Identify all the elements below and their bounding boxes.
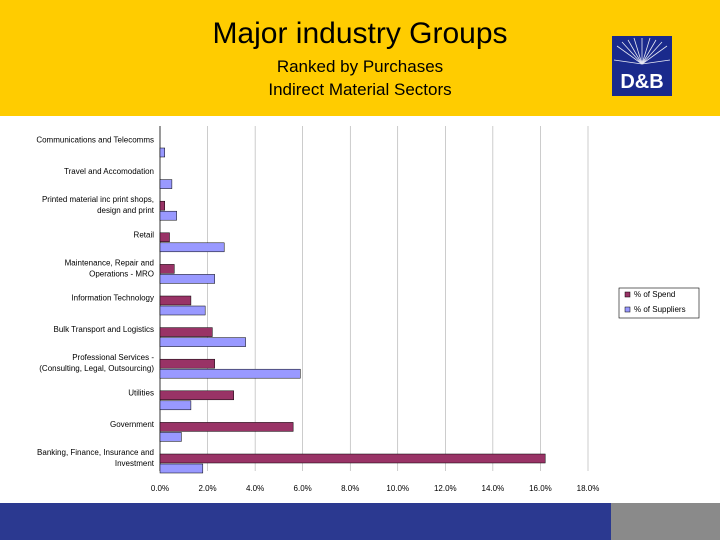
x-tick-label: 8.0% [341, 484, 359, 493]
x-tick-label: 4.0% [246, 484, 264, 493]
bar-spend [159, 453, 546, 464]
header-banner [0, 0, 720, 116]
bar-suppliers [159, 432, 182, 442]
page-subtitle-line1: Ranked by Purchases [276, 57, 444, 76]
bar-chart: Communications and Telecomms Travel and A… [36, 126, 700, 493]
legend-label-suppliers: % of Suppliers [634, 305, 686, 314]
bar-suppliers [159, 210, 177, 221]
logo-text: D&B [620, 71, 663, 93]
category-label: design and print [97, 206, 155, 215]
bar-suppliers [159, 368, 301, 379]
bar-suppliers [159, 274, 215, 284]
category-label: Travel and Accomodation [64, 167, 154, 176]
category-label: Communications and Telecomms [36, 136, 154, 145]
bar-spend [159, 200, 166, 211]
chart-legend: % of Spend % of Suppliers [618, 287, 700, 319]
page-title: Major industry Groups [212, 17, 508, 50]
category-label: Retail [134, 230, 155, 239]
legend-swatch-spend [624, 291, 631, 298]
bar-suppliers [159, 305, 206, 316]
bar-spend [159, 264, 175, 274]
bar-spend [159, 295, 192, 306]
chart-x-tick-labels: 0.0% 2.0% 4.0% 6.0% 8.0% 10.0% 12.0% 14.0% 16.0%… [151, 484, 599, 493]
footer-bar-gray [611, 503, 720, 540]
legend-label-spend: % of Spend [634, 290, 675, 299]
bar-suppliers [159, 463, 204, 474]
bar-spend [159, 358, 215, 369]
chart-bars [159, 147, 546, 474]
category-label: Operations - MRO [89, 269, 154, 278]
bar-suppliers [159, 400, 192, 411]
x-tick-label: 18.0% [577, 484, 600, 493]
category-label: Printed material inc print shops, [42, 195, 154, 204]
x-tick-label: 16.0% [529, 484, 552, 493]
bar-suppliers [159, 147, 166, 158]
bar-suppliers [159, 179, 173, 189]
category-label: Government [110, 420, 155, 429]
page-subtitle-line2: Indirect Material Sectors [268, 80, 452, 99]
chart-category-labels: Communications and Telecomms Travel and A… [36, 136, 154, 469]
x-tick-label: 2.0% [198, 484, 216, 493]
bar-spend [159, 232, 170, 243]
category-label: Professional Services - [72, 353, 154, 362]
x-tick-label: 0.0% [151, 484, 169, 493]
category-label: (Consulting, Legal, Outsourcing) [39, 364, 154, 373]
dnb-logo: D&B [612, 36, 672, 96]
bar-suppliers [159, 242, 225, 253]
chart-gridlines [159, 126, 589, 471]
legend-swatch-suppliers [624, 306, 631, 313]
category-label: Information Technology [71, 294, 154, 303]
bar-spend [159, 390, 234, 401]
footer-bar-blue [0, 503, 611, 540]
category-label: Banking, Finance, Insurance and [37, 448, 154, 457]
category-label: Investment [115, 459, 155, 468]
bar-spend [159, 327, 213, 337]
x-tick-label: 10.0% [386, 484, 409, 493]
x-tick-label: 14.0% [482, 484, 505, 493]
x-tick-label: 6.0% [294, 484, 312, 493]
category-label: Bulk Transport and Logistics [54, 325, 155, 334]
bar-suppliers [159, 337, 246, 347]
bar-spend [159, 422, 294, 432]
category-label: Maintenance, Repair and [65, 258, 154, 267]
legend-box [618, 287, 700, 319]
category-label: Utilities [128, 388, 154, 397]
x-tick-label: 12.0% [434, 484, 457, 493]
